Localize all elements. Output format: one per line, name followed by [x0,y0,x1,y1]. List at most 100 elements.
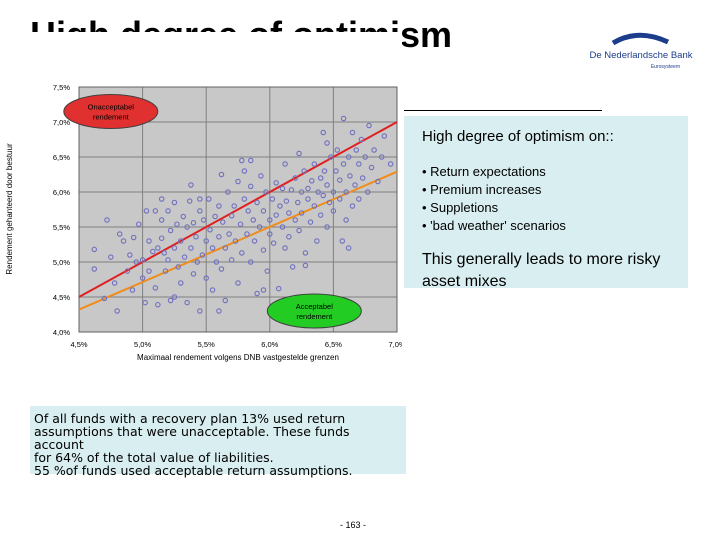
data-point [368,164,375,171]
data-point [228,213,235,219]
data-point [279,185,286,192]
data-point [139,257,146,263]
logo-name: De Nederlandsche Bank [590,50,693,61]
x-tick-label: 5,5% [198,340,215,349]
data-point [216,234,222,240]
info-box: High degree of optimism on:: • Return ex… [404,116,688,290]
note-line: assumptions that were unacceptable. Thes… [34,424,350,452]
data-point [241,196,248,202]
data-point [381,133,388,139]
note-line: 55 %of funds used acceptable return assu… [34,463,353,478]
data-point [311,161,318,167]
data-point [288,187,295,193]
data-point [197,308,203,314]
data-point [155,245,161,251]
data-point [270,240,277,246]
data-point [180,213,187,220]
data-point [104,217,110,223]
data-point [101,295,108,302]
data-point [194,259,201,265]
data-point [277,203,283,209]
annotation-ellipse [266,293,362,329]
data-point [302,250,309,256]
data-point [352,182,358,188]
data-point [158,196,165,202]
data-point [371,147,377,153]
data-point [286,210,292,216]
data-point [311,203,318,209]
x-tick-label: 6,0% [261,340,278,349]
data-point [142,299,148,306]
data-point [158,217,165,223]
x-tick-label: 7,0% [388,340,402,349]
data-point [305,196,311,202]
data-point [337,196,343,202]
data-point [200,217,207,223]
data-point [330,208,337,214]
annotation-label: rendement [93,113,130,122]
data-point [232,238,239,244]
x-tick-label: 6,5% [325,340,342,349]
data-point [328,154,334,160]
data-point [225,189,231,195]
logo-arc-icon [611,32,670,46]
info-bullet: • Premium increases [422,182,542,197]
data-point [171,199,178,206]
data-point [161,250,167,256]
info-conclusion: This generally leads to more risky asset… [422,251,661,290]
data-point [91,246,98,253]
info-bullet-list: • Return expectations • Premium increase… [422,163,676,235]
data-point [139,275,146,281]
data-point [190,220,197,226]
data-point [167,227,174,234]
data-point [203,238,209,244]
data-point [212,213,218,220]
data-point [158,235,165,241]
data-point [353,147,360,153]
data-point [209,245,216,251]
data-point [133,259,139,265]
data-point [296,227,302,234]
data-point [175,264,181,270]
data-point [260,287,267,293]
data-point [347,173,353,179]
trend-line [78,121,398,298]
data-point [279,224,286,230]
chart-points [91,115,394,314]
data-point [150,248,156,255]
data-point [324,140,330,146]
page-number: - 163 - [340,520,367,530]
data-point [152,285,159,291]
data-point [247,259,254,265]
data-point [260,247,267,253]
data-point [239,250,245,256]
data-point [349,129,356,136]
data-point [356,161,362,167]
data-point [226,231,232,237]
data-point [108,254,114,260]
info-bullet: • Return expectations [422,164,546,179]
data-point [264,268,271,274]
data-point [254,199,260,206]
data-point [111,280,118,286]
y-axis-label: Rendement gehanteerd door bestuur [5,143,14,275]
data-point [296,150,302,157]
data-point [190,271,197,277]
data-point [127,252,133,258]
data-point [203,275,209,281]
data-point [218,266,225,272]
data-point [184,299,190,306]
chart-grid [78,86,398,333]
data-point [188,245,194,251]
data-point [337,177,343,183]
data-point [258,173,264,179]
data-point [317,175,324,181]
data-point [321,168,328,174]
data-point [366,122,372,129]
data-point [247,183,254,190]
data-point [314,238,320,244]
data-point [273,180,279,186]
data-point [340,115,347,122]
data-point [309,178,315,184]
